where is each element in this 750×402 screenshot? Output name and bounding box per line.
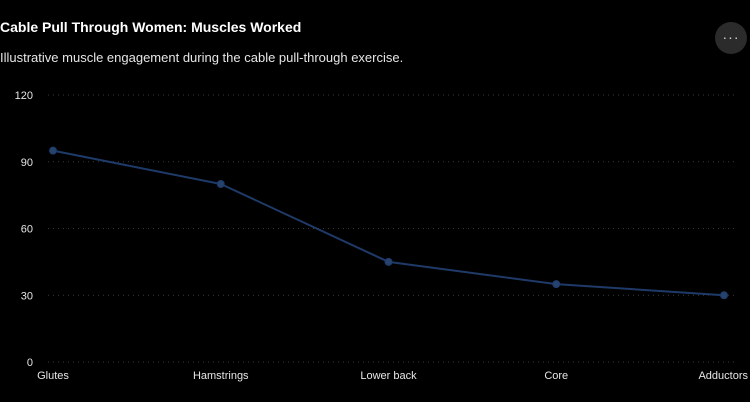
y-tick-label: 90 xyxy=(21,157,33,169)
gridlines xyxy=(48,94,736,363)
data-point[interactable] xyxy=(384,257,393,266)
y-tick-label: 0 xyxy=(27,357,33,369)
y-tick-label: 30 xyxy=(21,290,33,302)
x-tick-label: Hamstrings xyxy=(193,370,249,382)
chart-title: Cable Pull Through Women: Muscles Worked xyxy=(0,19,302,35)
data-point[interactable] xyxy=(216,180,225,188)
data-point[interactable] xyxy=(720,291,728,300)
x-tick-label: Core xyxy=(544,370,568,382)
x-tick-label: Lower back xyxy=(360,370,417,382)
series-line xyxy=(52,149,725,297)
y-tick-label: 60 xyxy=(21,224,33,236)
x-axis-ticks: Glutes Hamstrings Lower back Core Adductors xyxy=(37,370,748,382)
y-tick-label: 120 xyxy=(15,90,33,102)
ellipsis-icon: ··· xyxy=(722,29,740,45)
series-line-path xyxy=(52,149,725,297)
y-axis-ticks: 0 30 60 90 120 xyxy=(15,90,33,369)
series-markers xyxy=(49,146,728,300)
more-options-button[interactable]: ··· xyxy=(715,22,747,54)
x-tick-label: Glutes xyxy=(37,370,69,382)
data-point[interactable] xyxy=(552,280,561,289)
chart-subtitle: Illustrative muscle engagement during th… xyxy=(0,50,404,65)
x-tick-label: Adductors xyxy=(698,370,748,382)
data-point[interactable] xyxy=(49,146,57,155)
